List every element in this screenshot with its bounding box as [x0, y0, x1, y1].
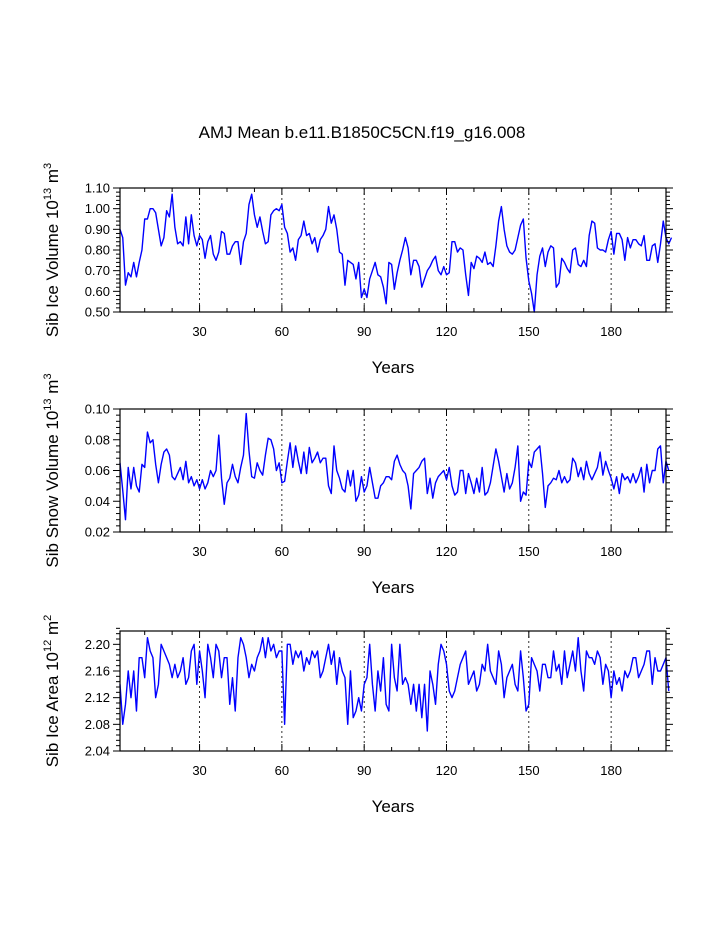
x-tick-label: 60	[275, 544, 289, 559]
y-tick-label: 2.04	[85, 744, 110, 759]
y-tick-label: 1.10	[85, 181, 110, 196]
y-tick-label: 0.06	[85, 463, 110, 478]
x-tick-label: 180	[600, 763, 622, 778]
y-tick-label: 0.02	[85, 525, 110, 540]
x-tick-label: 120	[436, 763, 458, 778]
y-axis-label: Sib Ice Area 1012 m2	[42, 615, 62, 768]
y-tick-label: 0.60	[85, 284, 110, 299]
y-tick-label: 0.80	[85, 243, 110, 258]
chart-title: AMJ Mean b.e11.B1850C5CN.f19_g16.008	[199, 123, 526, 142]
panel-2: 0.02 0.04 0.06 0.08 0.10 30 60 90 120 150 180 Years…	[42, 373, 673, 597]
y-tick-label: 0.10	[85, 402, 110, 417]
y-tick-label: 2.16	[85, 664, 110, 679]
plot-frame	[119, 187, 667, 313]
x-tick-label: 180	[600, 544, 622, 559]
x-tick-label: 90	[357, 324, 371, 339]
panel-3: 2.04 2.08 2.12 2.16 2.20 30 60 90 120 150 180 Years…	[42, 615, 673, 816]
plot-frame	[119, 630, 667, 752]
y-tick-label: 0.70	[85, 263, 110, 278]
y-tick-label: 2.20	[85, 637, 110, 652]
x-tick-label: 30	[192, 324, 206, 339]
y-axis-label: Sib Snow Volume 1013 m3	[42, 373, 62, 567]
x-tick-label: 150	[518, 544, 540, 559]
y-axis-label: Sib Ice Volume 1013 m3	[42, 163, 62, 337]
y-tick-label: 0.04	[85, 494, 110, 509]
x-tick-label: 150	[518, 763, 540, 778]
x-tick-label: 120	[436, 544, 458, 559]
x-axis-label: Years	[372, 797, 415, 816]
y-tick-label: 0.90	[85, 222, 110, 237]
y-tick-label: 2.08	[85, 717, 110, 732]
x-axis-label: Years	[372, 358, 415, 377]
x-tick-label: 60	[275, 763, 289, 778]
x-tick-label: 30	[192, 544, 206, 559]
x-tick-label: 150	[518, 324, 540, 339]
y-tick-label: 1.00	[85, 201, 110, 216]
series-line	[119, 193, 673, 313]
series-line	[119, 636, 670, 732]
y-tick-label: 2.12	[85, 690, 110, 705]
x-tick-label: 180	[600, 324, 622, 339]
x-tick-label: 120	[436, 324, 458, 339]
panel-1: 0.50 0.60 0.70 0.80 0.90 1.00 1.10 30 60 90 120 150…	[42, 163, 673, 377]
x-tick-label: 30	[192, 763, 206, 778]
series-line	[119, 412, 670, 521]
y-tick-label: 0.08	[85, 432, 110, 447]
x-tick-label: 90	[357, 544, 371, 559]
y-tick-label: 0.50	[85, 305, 110, 320]
x-tick-label: 90	[357, 763, 371, 778]
x-tick-label: 60	[275, 324, 289, 339]
x-axis-label: Years	[372, 578, 415, 597]
